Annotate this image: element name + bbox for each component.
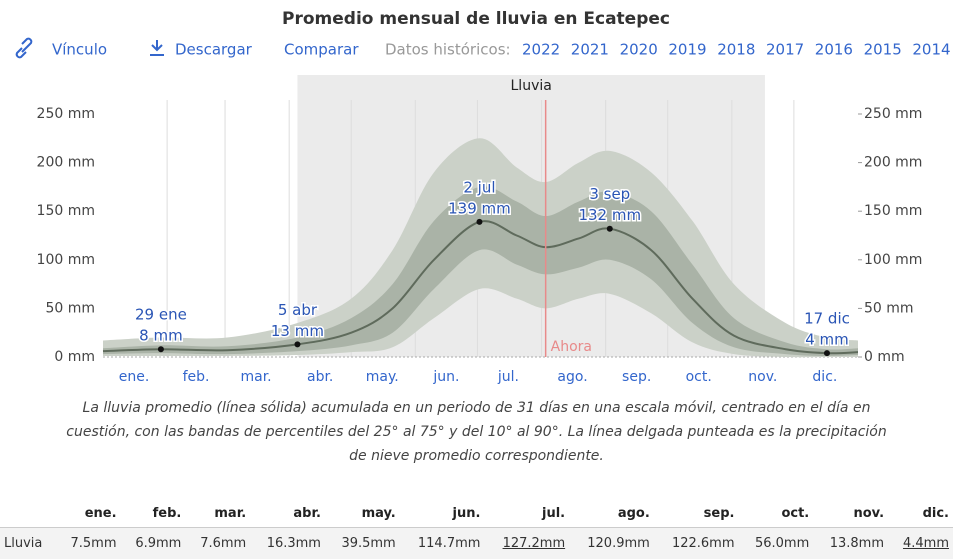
download-icon xyxy=(150,40,164,56)
column-header: dic. xyxy=(922,506,949,521)
now-label: Ahora xyxy=(551,339,592,355)
y2-tick-label: 150 mm xyxy=(864,203,922,219)
annotation-value: 139 mm xyxy=(448,199,511,217)
year-link[interactable]: 2018 xyxy=(717,41,755,59)
table-cell: 7.5mm xyxy=(55,527,121,559)
annotation-dot xyxy=(606,225,613,232)
annotation-date: 2 jul xyxy=(463,178,495,196)
table-cell: 114.7mm xyxy=(399,527,485,559)
annotation-dot xyxy=(157,346,164,353)
y-tick-label: 100 mm xyxy=(37,252,95,268)
x-tick-label: oct. xyxy=(686,369,712,385)
mean-line xyxy=(102,220,859,355)
annotation-date: 5 abr xyxy=(278,301,318,319)
chart: Promedio mensual de lluvia en Ecatepec V… xyxy=(15,9,951,385)
year-link[interactable]: 2017 xyxy=(766,41,804,59)
table-cell: 39.5mm xyxy=(324,527,400,559)
column-header: nov. xyxy=(853,506,885,521)
table-cell: 122.6mm xyxy=(653,527,739,559)
table-row: Lluvia 7.5mm 6.9mm 7.6mm 16.3mm 39.5mm 114.7mm… xyxy=(0,527,953,559)
history-label: Datos históricos: xyxy=(385,41,511,59)
title: Promedio mensual de lluvia en Ecatepec xyxy=(282,9,670,29)
annotation-date: 17 dic xyxy=(804,310,850,328)
annotation-date: 3 sep xyxy=(589,185,630,203)
table-cell: 56.0mm xyxy=(738,527,814,559)
y-tick-label: 200 mm xyxy=(37,155,95,171)
link[interactable]: Vínculo xyxy=(52,41,107,59)
corner xyxy=(0,500,56,528)
table-cell: 6.9mm xyxy=(120,527,186,559)
y2-tick-label: 0 mm xyxy=(864,349,905,365)
column-header: may. xyxy=(361,506,396,521)
column-header: sep. xyxy=(703,506,735,521)
table-cell: 16.3mm xyxy=(250,527,325,559)
x-tick-label: mar. xyxy=(240,369,271,385)
y-tick-label: 0 mm xyxy=(54,349,95,365)
annotation-value: 13 mm xyxy=(271,322,324,340)
x-tick-label: may. xyxy=(366,369,399,385)
annotation-dot xyxy=(823,350,830,357)
column-header: ene. xyxy=(84,506,117,521)
x-tick-label: feb. xyxy=(183,369,210,385)
x-tick-label: sep. xyxy=(622,369,651,385)
annotation-date: 29 ene xyxy=(135,306,187,324)
x-tick-label: jun. xyxy=(432,369,459,385)
link-icon xyxy=(15,37,33,59)
x-tick-label: dic. xyxy=(812,369,837,385)
annotation-dot xyxy=(476,218,483,225)
annotation-value: 4 mm xyxy=(805,331,849,349)
y2-tick-label: 50 mm xyxy=(864,300,914,316)
caption: La lluvia promedio (línea sólida) acumul… xyxy=(66,400,887,464)
y2-tick-label: 200 mm xyxy=(864,155,922,171)
year-link[interactable]: 2014 xyxy=(912,41,950,59)
x-tick-label: abr. xyxy=(307,369,333,385)
x-tick-label: ago. xyxy=(557,369,587,385)
x-tick-label: ene. xyxy=(119,369,150,385)
link[interactable]: Comparar xyxy=(284,41,359,59)
column-header: ago. xyxy=(617,506,650,521)
year-link[interactable]: 2022 xyxy=(522,41,560,59)
y-tick-label: 250 mm xyxy=(37,106,95,122)
y2-tick-label: 250 mm xyxy=(864,106,922,122)
year-link[interactable]: 2015 xyxy=(864,41,902,59)
year-link[interactable]: 2020 xyxy=(620,41,658,59)
column-header: abr. xyxy=(293,506,321,521)
x-tick-label: nov. xyxy=(748,369,777,385)
x-tick-label: jul. xyxy=(497,369,519,385)
y2-tick-label: 100 mm xyxy=(864,252,922,268)
column-header: mar. xyxy=(214,506,247,521)
annotation-dot xyxy=(294,341,301,348)
table-cell: 7.6mm xyxy=(185,527,251,559)
year-link[interactable]: 2021 xyxy=(571,41,609,59)
link[interactable]: Descargar xyxy=(175,41,253,59)
season-label: Lluvia xyxy=(511,78,552,94)
table-cell: Lluvia xyxy=(0,527,56,559)
column-header: oct. xyxy=(781,506,810,521)
table: ene. feb. mar. abr. may. jun. jul. ago. sep. oct.… xyxy=(0,500,953,559)
table-cell: 4.4mm xyxy=(888,527,953,559)
y-tick-label: 150 mm xyxy=(37,203,95,219)
annotation-value: 132 mm xyxy=(578,206,641,224)
annotation-value: 8 mm xyxy=(139,327,183,345)
y-tick-label: 50 mm xyxy=(45,300,95,316)
column-header: jun. xyxy=(452,506,481,521)
column-header: jul. xyxy=(542,506,566,521)
column-header: feb. xyxy=(152,506,182,521)
table-cell: 13.8mm xyxy=(813,527,889,559)
table-cell: 120.9mm xyxy=(569,527,654,559)
year-link[interactable]: 2019 xyxy=(668,41,706,59)
table-cell: 127.2mm xyxy=(484,527,570,559)
year-link[interactable]: 2016 xyxy=(815,41,853,59)
